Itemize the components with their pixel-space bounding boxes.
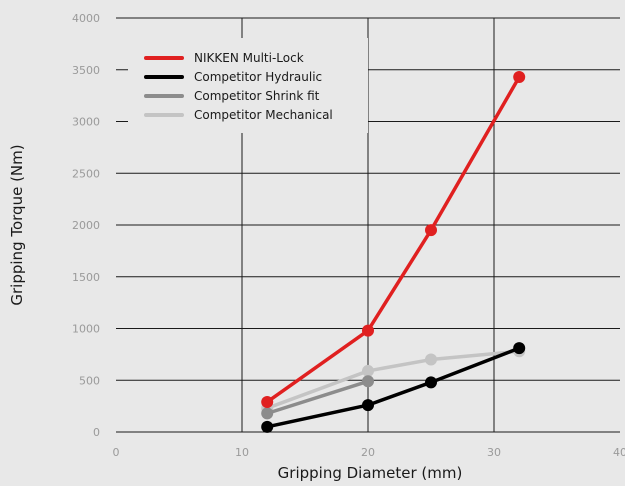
legend-label: NIKKEN Multi-Lock	[194, 51, 304, 65]
y-tick-label: 2500	[72, 167, 100, 180]
series-competitor-hydraulic	[261, 342, 526, 433]
y-tick-label: 1500	[72, 271, 100, 284]
x-tick-label: 0	[113, 446, 120, 459]
legend: NIKKEN Multi-Lock Competitor Hydraulic Com…	[144, 51, 333, 122]
data-point	[362, 399, 374, 412]
y-tick-label: 2000	[72, 219, 100, 232]
data-point	[425, 376, 437, 389]
x-tick-label: 10	[235, 446, 249, 459]
legend-label: Competitor Shrink fit	[194, 89, 320, 103]
data-point	[362, 324, 374, 337]
data-point	[425, 353, 437, 366]
y-tick-label: 3000	[72, 116, 100, 129]
data-point	[261, 407, 274, 420]
y-tick-label: 3500	[72, 64, 100, 77]
data-point	[261, 420, 274, 433]
legend-label: Competitor Mechanical	[194, 108, 333, 122]
series-line	[266, 76, 521, 404]
series-layer	[261, 70, 526, 433]
legend-background	[128, 38, 368, 133]
x-tick-label: 40	[613, 446, 625, 459]
data-point	[261, 395, 274, 408]
series-line	[266, 349, 520, 410]
series-competitor-shrink-fit	[261, 375, 374, 420]
x-tick-label: 20	[361, 446, 375, 459]
data-point	[362, 375, 374, 388]
y-axis-label: Gripping Torque (Nm)	[8, 144, 26, 305]
legend-label: Competitor Hydraulic	[194, 70, 322, 84]
y-tick-label: 1000	[72, 323, 100, 336]
y-tick-label: 500	[79, 374, 100, 387]
tick-labels: 0 500 1000 1500 2000 2500 3000 3500 4000 0 10 20 30 4…	[72, 12, 625, 459]
series-line	[266, 379, 369, 416]
y-tick-label: 0	[93, 426, 100, 439]
y-tick-label: 4000	[72, 12, 100, 25]
x-axis-label: Gripping Diameter (mm)	[278, 464, 463, 482]
data-point	[425, 224, 437, 237]
data-point	[362, 364, 374, 377]
x-tick-label: 30	[487, 446, 501, 459]
data-point	[513, 342, 526, 355]
series-nikken-multi-lock	[261, 70, 526, 408]
series-line	[266, 346, 520, 429]
data-point	[513, 70, 526, 83]
